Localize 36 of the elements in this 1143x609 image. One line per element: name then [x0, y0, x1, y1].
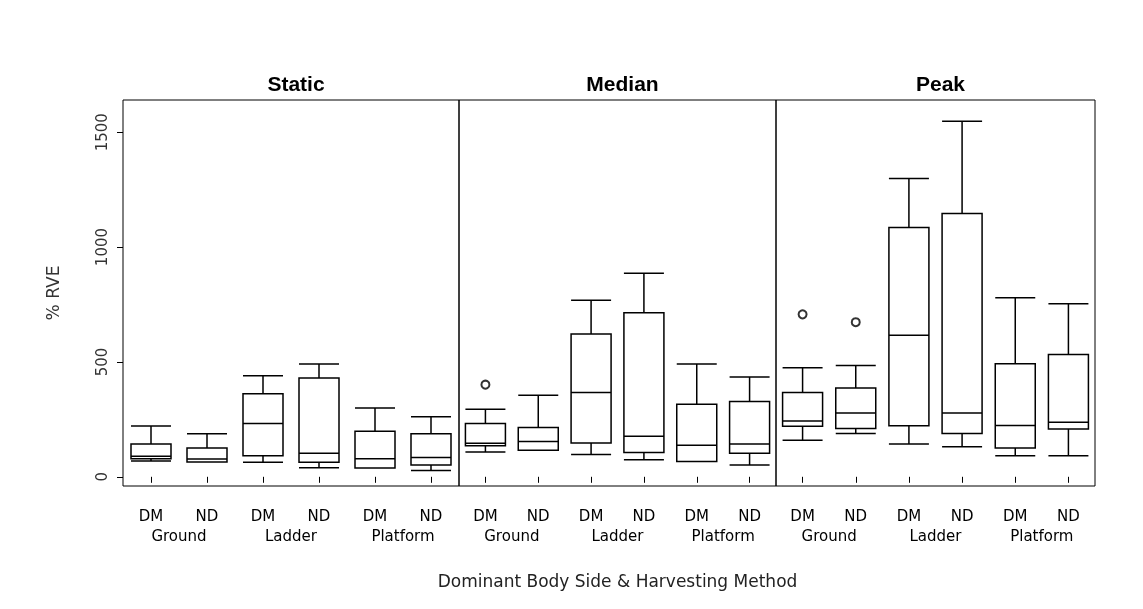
x-tick-label: DM — [896, 506, 922, 525]
chart-title: Peak — [915, 72, 966, 95]
text: Ground — [801, 526, 857, 545]
text: Platform — [371, 526, 435, 545]
x-tick-label: DM — [250, 506, 276, 525]
text: Ladder — [591, 526, 645, 545]
x-tick-label: ND — [844, 506, 868, 525]
x-tick-label: ND — [307, 506, 331, 525]
y-tick-label: 1000 — [92, 227, 111, 267]
text: Platform — [691, 526, 755, 545]
chart-title: Median — [586, 72, 659, 95]
text: Ground — [151, 526, 207, 545]
y-axis-title: % RVE — [42, 265, 63, 321]
x-tick-label: DM — [684, 506, 709, 525]
x-tick-label: ND — [632, 506, 656, 525]
x-tick-label: ND — [419, 506, 443, 525]
x-axis-title: Dominant Body Side & Harvesting Method — [437, 570, 798, 591]
x-tick-label: ND — [738, 506, 761, 525]
x-tick-label: DM — [790, 506, 815, 525]
text: Ladder — [909, 526, 963, 545]
text: Platform — [1010, 526, 1074, 545]
x-tick-label: DM — [1003, 506, 1028, 525]
x-tick-label: ND — [526, 506, 550, 525]
x-tick-label: DM — [362, 506, 388, 525]
text: Ground — [484, 526, 540, 545]
text: Ladder — [265, 526, 318, 545]
y-tick-label: 0 — [92, 472, 111, 482]
y-tick-label: 1500 — [92, 113, 111, 152]
chart-title: Static — [267, 72, 325, 95]
x-tick-label: DM — [578, 506, 604, 525]
x-tick-label: ND — [195, 506, 219, 525]
y-tick-label: 500 — [92, 347, 111, 377]
x-tick-label: ND — [1057, 506, 1080, 525]
x-tick-label: ND — [950, 506, 974, 525]
x-tick-label: DM — [473, 506, 498, 525]
x-tick-label: DM — [138, 506, 164, 525]
